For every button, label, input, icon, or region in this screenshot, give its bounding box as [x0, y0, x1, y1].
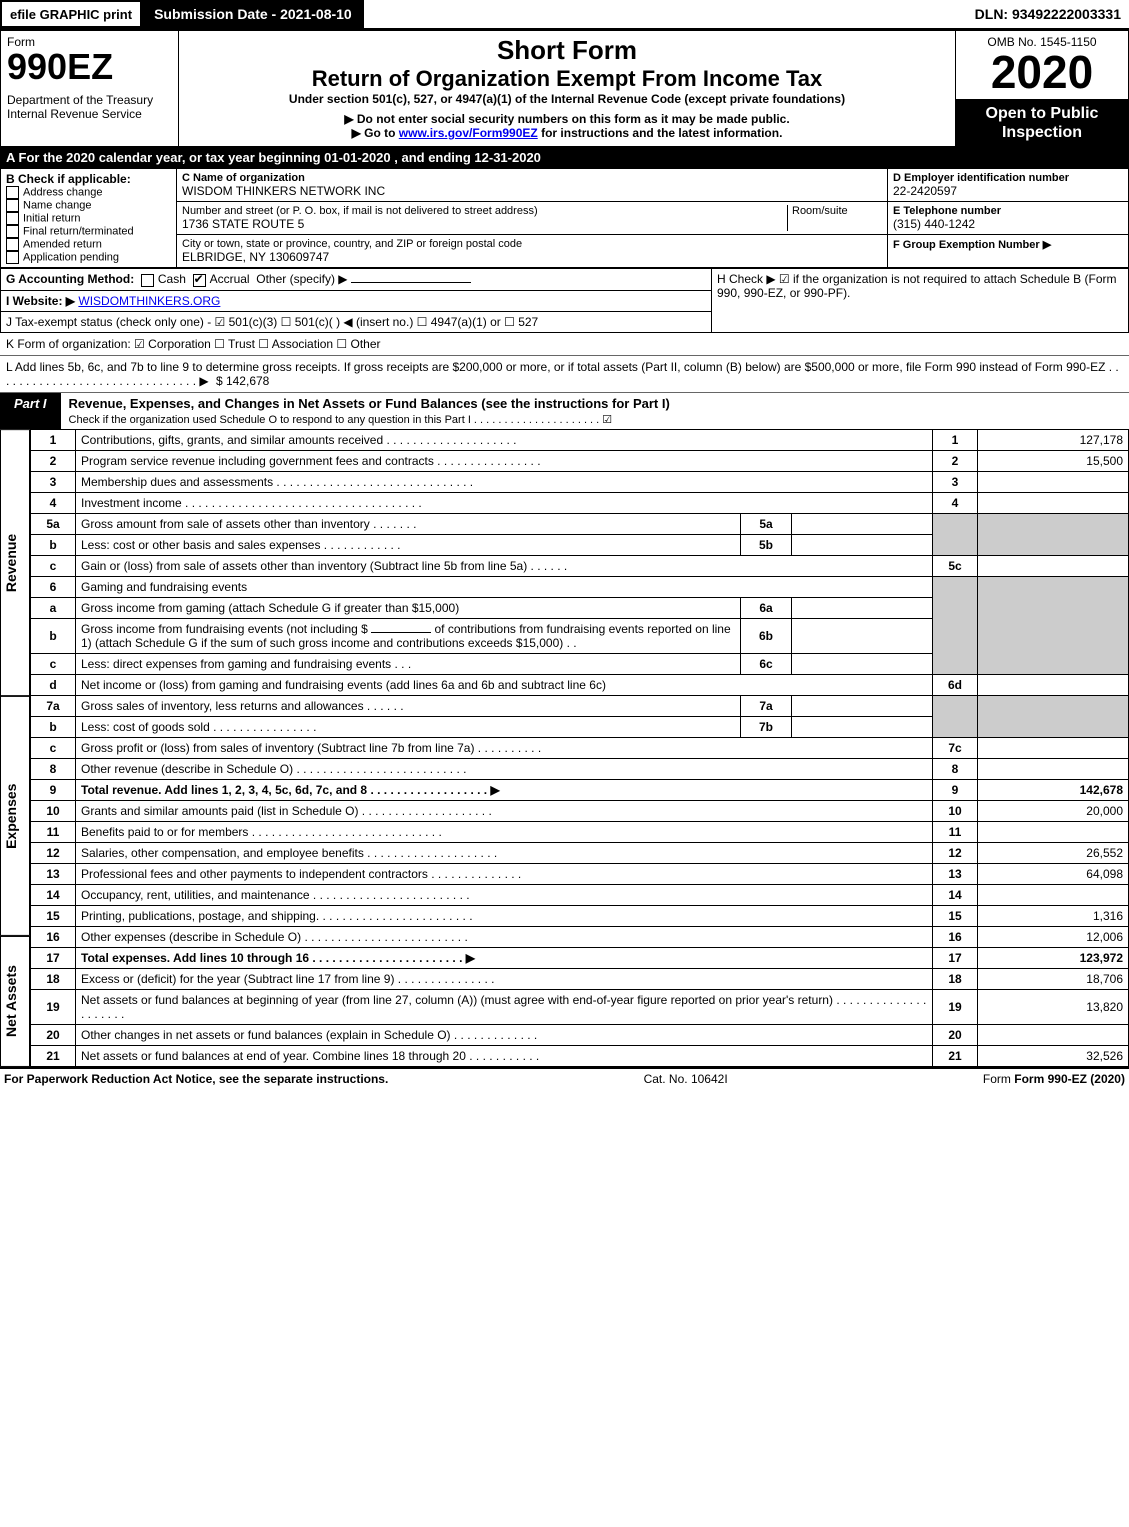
- org-name: WISDOM THINKERS NETWORK INC: [182, 184, 882, 198]
- goto-suffix: for instructions and the latest informat…: [541, 126, 782, 140]
- footer-form: Form Form 990-EZ (2020): [983, 1072, 1125, 1086]
- line-1: 1 Contributions, gifts, grants, and simi…: [31, 429, 1129, 450]
- c-name-label: C Name of organization: [182, 172, 882, 184]
- chk-initial-return[interactable]: [6, 212, 19, 225]
- footer-left: For Paperwork Reduction Act Notice, see …: [4, 1072, 388, 1086]
- chk-address-change[interactable]: [6, 186, 19, 199]
- i-website-label: I Website: ▶: [6, 294, 75, 308]
- title-return: Return of Organization Exempt From Incom…: [185, 66, 949, 92]
- line-16: 16Other expenses (describe in Schedule O…: [31, 926, 1129, 947]
- room-suite-label: Room/suite: [787, 205, 882, 231]
- subtitle-section: Under section 501(c), 527, or 4947(a)(1)…: [185, 92, 949, 106]
- street-label: Number and street (or P. O. box, if mail…: [182, 205, 787, 217]
- line-14: 14Occupancy, rent, utilities, and mainte…: [31, 884, 1129, 905]
- page-footer: For Paperwork Reduction Act Notice, see …: [0, 1067, 1129, 1089]
- org-info-table: B Check if applicable: Address change Na…: [0, 168, 1129, 268]
- part1-header: Part I Revenue, Expenses, and Changes in…: [0, 393, 1129, 429]
- chk-name-change[interactable]: [6, 199, 19, 212]
- chk-cash[interactable]: [141, 274, 154, 287]
- line-18: 18Excess or (deficit) for the year (Subt…: [31, 968, 1129, 989]
- tax-year: 2020: [962, 49, 1122, 95]
- part1-title: Revenue, Expenses, and Changes in Net As…: [69, 396, 670, 411]
- open-to-public: Open to Public Inspection: [956, 100, 1129, 147]
- f-group-label: F Group Exemption Number ▶: [893, 238, 1123, 251]
- line-19: 19Net assets or fund balances at beginni…: [31, 989, 1129, 1024]
- city-value: ELBRIDGE, NY 130609747: [182, 250, 882, 264]
- internal-revenue: Internal Revenue Service: [7, 107, 172, 121]
- line-7a: 7a Gross sales of inventory, less return…: [31, 695, 1129, 716]
- dept-treasury: Department of the Treasury: [7, 93, 172, 107]
- subtitle-ssn-warning: ▶ Do not enter social security numbers o…: [185, 112, 949, 126]
- chk-application-pending[interactable]: [6, 251, 19, 264]
- title-short-form: Short Form: [185, 35, 949, 66]
- part1-check-schedule-o: Check if the organization used Schedule …: [69, 414, 613, 426]
- g-label: G Accounting Method:: [6, 272, 134, 286]
- ein-value: 22-2420597: [893, 184, 1123, 198]
- other-specify-input[interactable]: [351, 282, 471, 283]
- line-13: 13Professional fees and other payments t…: [31, 863, 1129, 884]
- efile-print-button[interactable]: efile GRAPHIC print: [0, 0, 142, 28]
- submission-date: Submission Date - 2021-08-10: [142, 0, 364, 28]
- vlabel-net-assets: Net Assets: [0, 936, 30, 1067]
- line-21: 21Net assets or fund balances at end of …: [31, 1045, 1129, 1066]
- line-20: 20Other changes in net assets or fund ba…: [31, 1024, 1129, 1045]
- subtitle-link-line: ▶ Go to www.irs.gov/Form990EZ for instru…: [185, 126, 949, 140]
- line-3: 3 Membership dues and assessments . . . …: [31, 471, 1129, 492]
- d-ein-label: D Employer identification number: [893, 172, 1123, 184]
- line-5a: 5a Gross amount from sale of assets othe…: [31, 513, 1129, 534]
- line-2: 2 Program service revenue including gove…: [31, 450, 1129, 471]
- top-bar: efile GRAPHIC print Submission Date - 20…: [0, 0, 1129, 30]
- city-label: City or town, state or province, country…: [182, 238, 882, 250]
- line-12: 12Salaries, other compensation, and empl…: [31, 842, 1129, 863]
- k-form-org: K Form of organization: ☑ Corporation ☐ …: [0, 333, 1129, 356]
- vlabel-expenses: Expenses: [0, 696, 30, 936]
- form-number: 990EZ: [7, 49, 172, 85]
- section-b-label: B Check if applicable:: [6, 172, 171, 186]
- street-value: 1736 STATE ROUTE 5: [182, 217, 787, 231]
- main-form-body: Revenue Expenses Net Assets 1 Contributi…: [0, 429, 1129, 1067]
- goto-prefix: ▶ Go to: [352, 126, 399, 140]
- chk-amended[interactable]: [6, 238, 19, 251]
- vlabel-revenue: Revenue: [0, 429, 30, 696]
- e-phone-label: E Telephone number: [893, 205, 1123, 217]
- line-15: 15Printing, publications, postage, and s…: [31, 905, 1129, 926]
- form-header: Form 990EZ Department of the Treasury In…: [0, 30, 1129, 147]
- line-4: 4 Investment income . . . . . . . . . . …: [31, 492, 1129, 513]
- period-bar: A For the 2020 calendar year, or tax yea…: [0, 147, 1129, 168]
- dln-label: DLN: 93492222003331: [967, 0, 1129, 28]
- website-link[interactable]: WISDOMTHINKERS.ORG: [78, 294, 220, 308]
- line-17: 17Total expenses. Add lines 10 through 1…: [31, 947, 1129, 968]
- line-9: 9 Total revenue. Add lines 1, 2, 3, 4, 5…: [31, 779, 1129, 800]
- accounting-section: G Accounting Method: Cash Accrual Other …: [0, 268, 1129, 332]
- j-tax-exempt: J Tax-exempt status (check only one) - ☑…: [1, 311, 712, 332]
- line-6d: d Net income or (loss) from gaming and f…: [31, 674, 1129, 695]
- chk-accrual[interactable]: [193, 274, 206, 287]
- line-6: 6 Gaming and fundraising events: [31, 576, 1129, 597]
- line-10: 10Grants and similar amounts paid (list …: [31, 800, 1129, 821]
- line-7c: c Gross profit or (loss) from sales of i…: [31, 737, 1129, 758]
- line-6b-contrib-input[interactable]: [371, 632, 431, 633]
- part1-table: 1 Contributions, gifts, grants, and simi…: [30, 429, 1129, 1067]
- footer-cat: Cat. No. 10642I: [644, 1072, 728, 1086]
- irs-link[interactable]: www.irs.gov/Form990EZ: [399, 126, 538, 140]
- line-5c: c Gain or (loss) from sale of assets oth…: [31, 555, 1129, 576]
- line-11: 11Benefits paid to or for members . . . …: [31, 821, 1129, 842]
- h-schedule-b: H Check ▶ ☑ if the organization is not r…: [717, 272, 1123, 300]
- l-gross-receipts: L Add lines 5b, 6c, and 7b to line 9 to …: [0, 356, 1129, 393]
- phone-value: (315) 440-1242: [893, 217, 1123, 231]
- chk-final-return[interactable]: [6, 225, 19, 238]
- part1-label: Part I: [0, 393, 61, 429]
- line-8: 8 Other revenue (describe in Schedule O)…: [31, 758, 1129, 779]
